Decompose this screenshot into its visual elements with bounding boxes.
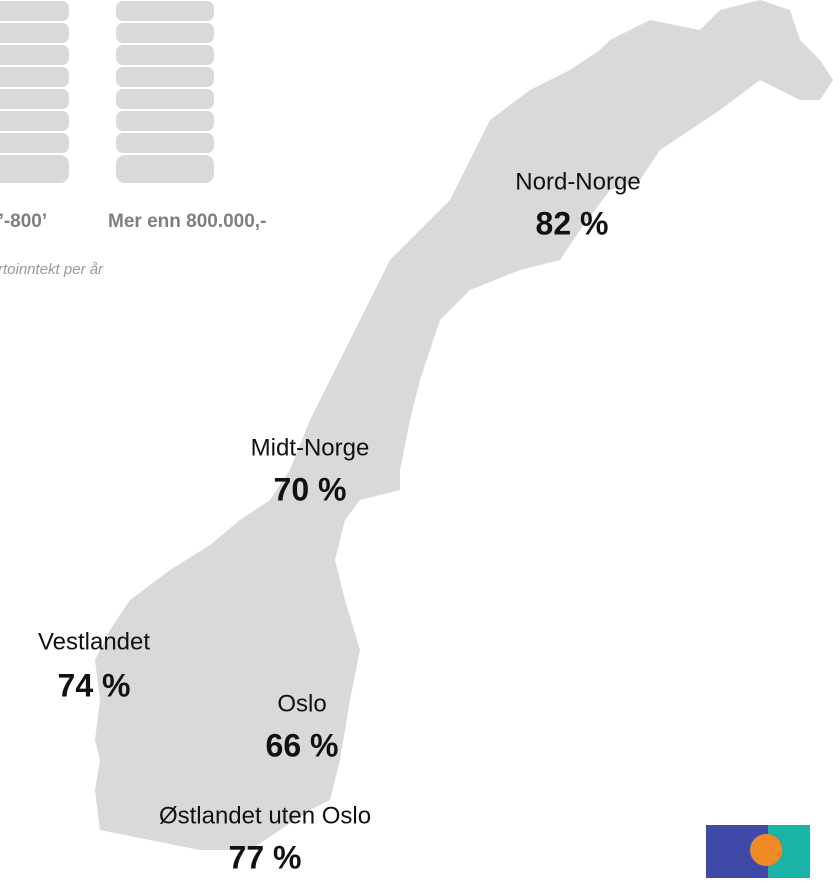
region-name: Oslo xyxy=(277,690,326,717)
income-label: Mer enn 800.000,- xyxy=(108,211,266,232)
region-name: Østlandet uten Oslo xyxy=(159,802,371,829)
logo xyxy=(706,825,810,878)
income-label: 0’-800’ xyxy=(0,211,47,232)
region-name: Midt-Norge xyxy=(251,434,370,461)
region-value: 77 % xyxy=(229,839,302,875)
income-caption: rtoinntekt per år xyxy=(0,261,104,278)
region-value: 82 % xyxy=(536,205,609,241)
region-value: 74 % xyxy=(58,667,131,703)
region-name: Vestlandet xyxy=(38,628,150,655)
region-value: 70 % xyxy=(274,471,347,507)
coin-stack xyxy=(0,0,71,185)
coin-stack xyxy=(114,0,216,185)
region-name: Nord-Norge xyxy=(515,168,640,195)
norway-map xyxy=(95,0,833,850)
region-value: 66 % xyxy=(266,727,339,763)
